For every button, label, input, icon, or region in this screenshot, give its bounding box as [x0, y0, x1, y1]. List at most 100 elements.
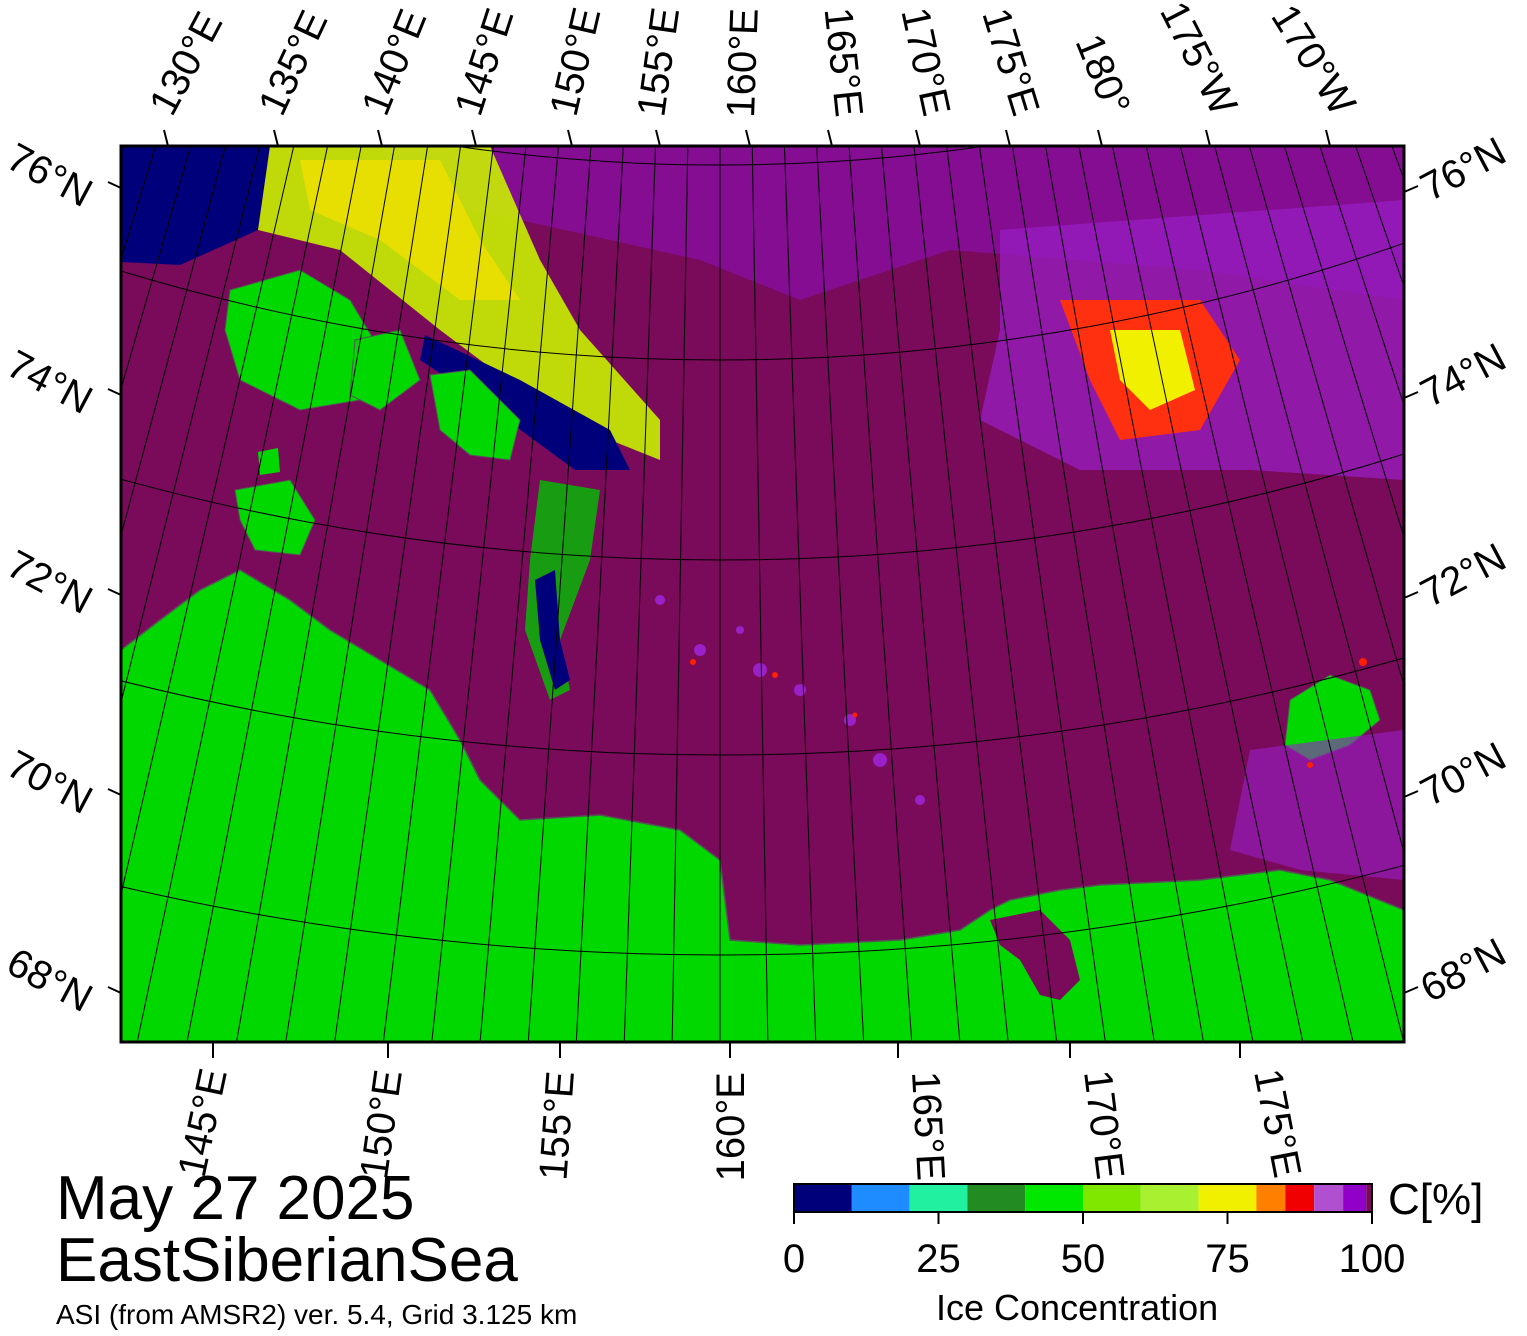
lon-label-top: 165°E	[816, 6, 871, 119]
colorbar: 0 25 50 75 100	[783, 1183, 1406, 1281]
lon-label-bottom: 175°E	[1245, 1065, 1309, 1181]
lat-tick	[107, 788, 122, 796]
lon-label-top: 150°E	[542, 4, 609, 121]
lat-tick	[107, 181, 122, 189]
sannikov-strait-open-water	[420, 335, 630, 470]
meridian-line	[121, 146, 226, 538]
polynya-south-core	[535, 570, 570, 690]
colorbar-cells	[794, 1184, 1372, 1212]
lon-label-top: 175°W	[1151, 0, 1245, 122]
lon-label-bottom: 165°E	[903, 1070, 953, 1182]
colorbar-cell	[1285, 1184, 1315, 1212]
meridian-line	[1248, 146, 1404, 688]
ice-edge-northwest-inner	[300, 160, 520, 300]
product-info: ASI (from AMSR2) ver. 5.4, Grid 3.125 km	[56, 1299, 578, 1330]
map-date: May 27 2025	[56, 1164, 415, 1233]
colorbar-cell	[967, 1184, 1026, 1212]
chaun-bay	[990, 910, 1080, 1000]
lat-label-left: 74°N	[0, 342, 99, 423]
lat-label-right: 74°N	[1414, 335, 1514, 416]
colorbar-cell	[1025, 1184, 1083, 1212]
meridian-line	[285, 146, 429, 1042]
colorbar-cell	[1366, 1184, 1372, 1212]
meridian-line	[0, 0, 2, 928]
meridian-line	[1384, 0, 1527, 969]
lon-tick-top	[273, 129, 279, 147]
lon-tick-top	[1097, 129, 1103, 147]
lon-label-top: 155°E	[629, 5, 688, 119]
lon-tick-top	[567, 129, 573, 147]
meridian-line	[1078, 146, 1254, 1042]
graticule	[0, 0, 1527, 1042]
region-name: EastSiberianSea	[56, 1226, 518, 1295]
meridian-line	[382, 146, 494, 1042]
meridian-line	[1044, 146, 1204, 1042]
lon-tick-top	[1205, 129, 1211, 147]
meridian-line	[783, 146, 817, 1042]
colorbar-cell	[1314, 1184, 1344, 1212]
ice-patch-east-core	[1110, 330, 1195, 410]
lon-label-bottom: 170°E	[1075, 1068, 1132, 1182]
meridian-line	[186, 146, 362, 1042]
meridian-line	[816, 146, 865, 1042]
lon-label-bottom: 155°E	[531, 1070, 583, 1182]
graticule-ticks	[107, 129, 1419, 1058]
lat-tick	[1403, 790, 1419, 798]
lat-label-left: 70°N	[0, 742, 99, 823]
lat-tick	[107, 588, 122, 596]
meridian-line	[431, 146, 527, 1042]
colorbar-cell	[1198, 1184, 1257, 1212]
scattered-ice-marks-red	[690, 658, 1367, 768]
meridian-line	[121, 146, 261, 705]
lon-label-top: 180°	[1067, 28, 1139, 121]
lon-label-top: 135°E	[250, 4, 336, 122]
island-bolshoy-lyakhovsky	[234, 479, 316, 556]
meridian-line	[978, 146, 1106, 1042]
lat-tick	[1403, 986, 1419, 994]
island-faddeyevsky	[349, 329, 421, 411]
lon-label-bottom: 160°E	[709, 1072, 753, 1181]
meridian-line	[751, 146, 769, 1042]
meridian-line	[1011, 146, 1155, 1042]
lat-tick	[107, 986, 122, 994]
island-novaya-sibir	[429, 369, 521, 461]
colorbar-cell	[1256, 1184, 1286, 1212]
open-water-northwest	[121, 146, 270, 265]
colorbar-cell	[909, 1184, 968, 1212]
lon-label-top: 170°E	[892, 4, 958, 120]
colorbar-cell	[1140, 1184, 1199, 1212]
colorbar-unit: C[%]	[1388, 1175, 1484, 1224]
lon-tick-top	[1325, 129, 1331, 147]
meridian-line	[1145, 146, 1354, 1042]
scattered-ice-marks	[655, 595, 925, 805]
lat-label-right: 76°N	[1414, 129, 1514, 210]
lon-label-top: 145°E	[447, 3, 523, 121]
meridian-line	[946, 146, 1058, 1042]
meridian-line	[334, 146, 462, 1042]
colorbar-tick-label: 75	[1205, 1237, 1250, 1281]
lat-tick	[107, 388, 122, 396]
lat-tick	[1403, 591, 1419, 599]
lon-tick-top	[827, 129, 833, 147]
meridian-line	[848, 146, 913, 1042]
mainland-siberia	[121, 569, 1404, 1042]
lat-label-right: 70°N	[1414, 734, 1514, 815]
lat-tick	[1403, 391, 1419, 399]
colorbar-tick-label: 100	[1339, 1237, 1406, 1281]
colorbar-cell	[1343, 1184, 1367, 1212]
meridian-line	[623, 146, 657, 1042]
meridian-line	[1214, 146, 1404, 855]
lon-label-top: 140°E	[354, 3, 436, 121]
ice-near-wrangel	[1230, 730, 1404, 880]
lat-label-left: 68°N	[0, 940, 99, 1021]
lon-tick-top	[655, 129, 661, 147]
meridian-line	[913, 146, 1009, 1042]
meridian-line	[1179, 146, 1404, 1042]
lon-tick-top	[471, 129, 477, 147]
lon-label-top: 175°E	[973, 3, 1047, 121]
meridian-line	[479, 146, 559, 1042]
lon-tick-top	[745, 129, 751, 147]
lat-label-right: 68°N	[1414, 930, 1514, 1011]
colorbar-tick-label: 25	[916, 1237, 961, 1281]
